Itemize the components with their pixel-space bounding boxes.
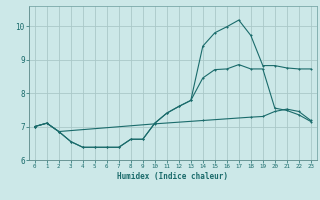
X-axis label: Humidex (Indice chaleur): Humidex (Indice chaleur) [117, 172, 228, 181]
